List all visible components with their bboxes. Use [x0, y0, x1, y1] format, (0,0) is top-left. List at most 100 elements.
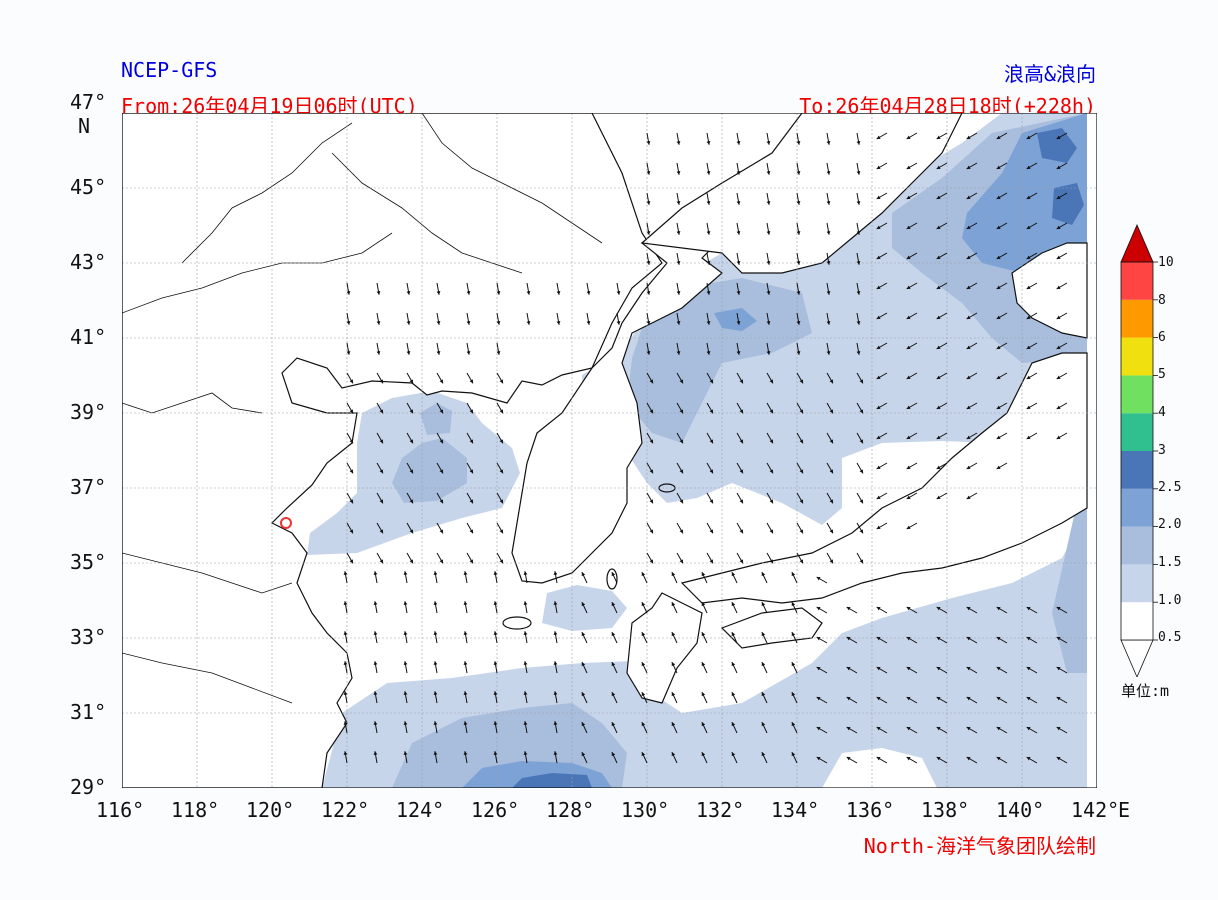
wave-arrowhead: [996, 375, 1001, 379]
wave-arrowhead: [553, 721, 558, 725]
wave-arrowhead: [996, 405, 1001, 409]
wave-arrowhead: [433, 631, 438, 635]
wave-arrowhead: [701, 722, 706, 727]
colorbar-band: [1121, 526, 1153, 565]
wave-arrowhead: [641, 632, 646, 637]
wave-arrowhead: [679, 439, 683, 444]
wave-arrowhead: [936, 285, 941, 289]
wave-arrowhead: [611, 752, 616, 757]
wave-arrowhead: [996, 435, 1001, 439]
wave-arrowhead: [936, 195, 941, 199]
wave-arrowhead: [403, 571, 408, 575]
lon-unit-label: E: [1118, 798, 1131, 822]
wave-arrowhead: [349, 379, 353, 384]
wave-arrowhead: [611, 662, 616, 667]
wave-arrowhead: [1026, 375, 1031, 379]
wave-arrowhead: [649, 379, 653, 384]
wave-arrowhead: [906, 165, 911, 169]
wave-arrowhead: [466, 351, 471, 355]
wave-arrowhead: [876, 345, 881, 349]
wave-arrowhead: [766, 261, 771, 265]
wave-arrowhead: [766, 351, 771, 355]
wave-arrowhead: [403, 601, 408, 605]
wave-arrowhead: [769, 409, 773, 414]
wave-arrowhead: [966, 165, 971, 169]
lat-label-43: 43°: [70, 250, 107, 274]
wave-arrowhead: [346, 291, 351, 295]
wave-arrowhead: [373, 631, 378, 635]
wave-arrowhead: [671, 692, 676, 697]
wave-arrowhead: [433, 601, 438, 605]
wave-arrowhead: [936, 697, 941, 701]
wave-arrowhead: [996, 165, 1001, 169]
colorbar-band: [1121, 337, 1153, 376]
wave-arrowhead: [646, 291, 651, 295]
wave-arrowhead: [846, 757, 851, 761]
wave-arrowhead: [906, 465, 911, 469]
wave-arrowhead: [906, 225, 911, 229]
wave-arrowhead: [791, 722, 796, 727]
wave-arrowhead: [936, 607, 941, 611]
wave-arrowhead: [796, 231, 801, 235]
wave-arrowhead: [796, 141, 801, 145]
wave-arrowhead: [433, 751, 438, 755]
wave-arrowhead: [679, 469, 683, 474]
wave-arrowhead: [796, 171, 801, 175]
wave-arrowhead: [406, 351, 411, 355]
wave-arrowhead: [466, 291, 471, 295]
wave-arrowhead: [856, 291, 861, 295]
wave-arrowhead: [706, 291, 711, 295]
wave-arrowhead: [906, 135, 911, 139]
wave-arrowhead: [1056, 757, 1061, 761]
wave-arrowhead: [876, 375, 881, 379]
wave-arrowhead: [856, 141, 861, 145]
wave-arrowhead: [996, 345, 1001, 349]
wave-arrowhead: [1056, 435, 1061, 439]
wave-arrowhead: [739, 499, 743, 504]
wave-arrowhead: [859, 559, 863, 564]
wave-arrowhead: [709, 469, 713, 474]
wave-arrowhead: [671, 662, 676, 667]
wave-arrowhead: [829, 499, 833, 504]
wave-direction-arrows: [343, 132, 1068, 764]
wave-arrowhead: [829, 379, 833, 384]
colorbar-band: [1121, 488, 1153, 527]
wave-arrowhead: [856, 231, 861, 235]
wave-arrowhead: [499, 469, 503, 474]
wave-arrowhead: [463, 631, 468, 635]
wave-arrowhead: [906, 255, 911, 259]
wave-arrowhead: [376, 321, 381, 325]
wave-arrowhead: [816, 697, 821, 701]
wave-arrowhead: [966, 757, 971, 761]
wave-arrowhead: [966, 495, 971, 499]
wave-arrowhead: [611, 572, 616, 577]
wave-arrowhead: [936, 405, 941, 409]
wave-arrowhead: [676, 141, 681, 145]
colorbar-tick-label: 5: [1158, 367, 1166, 382]
wave-arrowhead: [701, 572, 706, 577]
wave-arrowhead: [439, 469, 443, 474]
wave-arrowhead: [1056, 375, 1061, 379]
wave-arrowhead: [736, 141, 741, 145]
colorbar-tick-label: 0.5: [1158, 630, 1182, 645]
wave-arrowhead: [769, 469, 773, 474]
colorbar-tick-label: 4: [1158, 405, 1166, 420]
wave-arrowhead: [523, 661, 528, 665]
wave-arrowhead: [966, 255, 971, 259]
wave-arrowhead: [1026, 405, 1031, 409]
wave-arrowhead: [936, 345, 941, 349]
wave-arrowhead: [799, 439, 803, 444]
wave-arrowhead: [403, 691, 408, 695]
wave-arrowhead: [799, 469, 803, 474]
wave-arrowhead: [1026, 195, 1031, 199]
wave-arrowhead: [439, 379, 443, 384]
wave-arrowhead: [856, 201, 861, 205]
wave-arrowhead: [379, 379, 383, 384]
wave-arrowhead: [611, 722, 616, 727]
wave-arrowhead: [581, 722, 586, 727]
wave-arrowhead: [676, 171, 681, 175]
wave-arrowhead: [906, 525, 911, 529]
wave-arrowhead: [731, 662, 736, 667]
wave-arrowhead: [346, 351, 351, 355]
wave-arrowhead: [469, 439, 473, 444]
